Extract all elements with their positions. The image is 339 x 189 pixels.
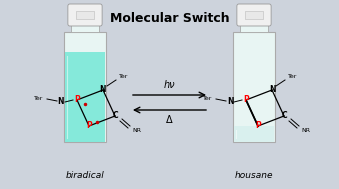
Text: P: P: [255, 122, 261, 130]
Text: Ter: Ter: [203, 97, 212, 101]
Text: N: N: [100, 85, 106, 94]
Text: N: N: [227, 97, 233, 105]
Text: P: P: [86, 122, 92, 130]
Text: housane: housane: [235, 170, 273, 180]
Bar: [71, 24, 99, 32]
Text: Ter: Ter: [34, 97, 43, 101]
Bar: [76, 11, 94, 19]
Bar: [234, 125, 274, 142]
Bar: [233, 32, 275, 142]
Text: N: N: [269, 85, 275, 94]
Text: Ter: Ter: [119, 74, 128, 80]
FancyBboxPatch shape: [237, 4, 271, 26]
Text: P: P: [243, 95, 249, 105]
Text: Δ: Δ: [166, 115, 173, 125]
Text: NR: NR: [132, 128, 141, 132]
Text: N: N: [58, 97, 64, 105]
Text: C: C: [281, 112, 287, 121]
Text: Molecular Switch: Molecular Switch: [110, 12, 229, 25]
Bar: [65, 52, 105, 142]
Text: C: C: [112, 112, 118, 121]
Text: P: P: [74, 95, 80, 105]
Bar: [245, 11, 263, 19]
FancyBboxPatch shape: [68, 4, 102, 26]
Text: biradical: biradical: [66, 170, 104, 180]
Bar: [240, 24, 268, 32]
Text: NR: NR: [301, 128, 310, 132]
Text: hν: hν: [164, 80, 175, 90]
Bar: [64, 32, 106, 142]
Text: Ter: Ter: [288, 74, 297, 80]
